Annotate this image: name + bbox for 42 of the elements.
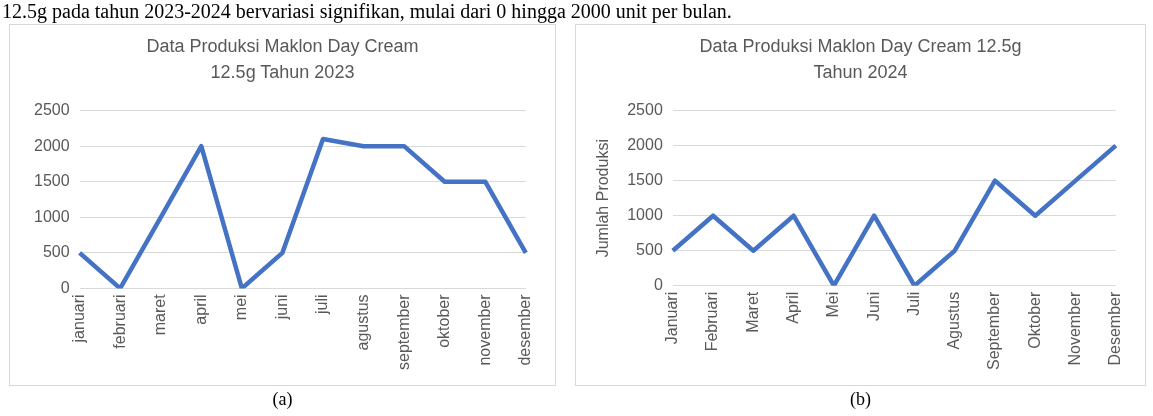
x-tick-label: September [985,291,1003,370]
x-tick-label: Januari [663,291,681,345]
x-tick-label: november [475,293,493,366]
x-tick-label: agustus [353,294,371,351]
chart-title: Data Produksi Maklon Day Cream 12.5g Tahun 2023 [145,35,420,84]
x-tick-label: Oktober [1025,291,1043,349]
x-tick-label: februari [110,294,128,349]
x-tick-label: oktober [435,293,453,348]
y-axis-title: Jumlah Produksi [594,139,612,258]
y-tick-label: 2000 [34,136,70,154]
text: (b) [849,389,872,410]
y-tick-label: 2000 [627,136,663,154]
y-tick-label: 1500 [34,172,70,190]
text: (a) [271,389,294,410]
y-tick-label: 2500 [34,101,70,119]
x-tick-label: mei [232,294,250,321]
x-tick-label: Juli [904,291,922,316]
x-tick-label: april [191,294,209,325]
x-tick-label: maret [151,293,169,336]
y-tick-label: 0 [653,276,663,294]
x-tick-label: Desember [1106,291,1124,366]
x-tick-label: November [1065,291,1083,366]
y-tick-label: 500 [636,241,663,259]
chart-title: Data Produksi Maklon Day Cream 12.5g Tahun 2024 [698,35,1023,84]
x-tick-label: Agustus [945,291,963,350]
x-tick-label: April [784,291,802,324]
y-tick-label: 2500 [627,101,663,119]
y-tick-label: 1000 [627,206,663,224]
x-tick-label: juni [272,294,290,321]
x-tick-label: Juni [864,291,882,322]
y-tick-label: 0 [60,278,70,296]
x-tick-label: Mei [824,291,842,318]
x-tick-label: september [394,293,412,370]
text: 12.5g pada tahun 2023-2024 bervariasi signifikan, mulai dari 0 hingga 2000 unit per bulan. [2,0,732,22]
y-tick-label: 1500 [627,171,663,189]
y-tick-label: 1000 [34,207,70,225]
x-tick-label: januari [70,294,87,344]
x-tick-label: Februari [703,291,721,352]
y-tick-label: 500 [42,243,70,261]
x-tick-label: Maret [743,291,761,333]
x-tick-label: juli [313,294,331,315]
x-tick-label: desember [516,293,534,366]
